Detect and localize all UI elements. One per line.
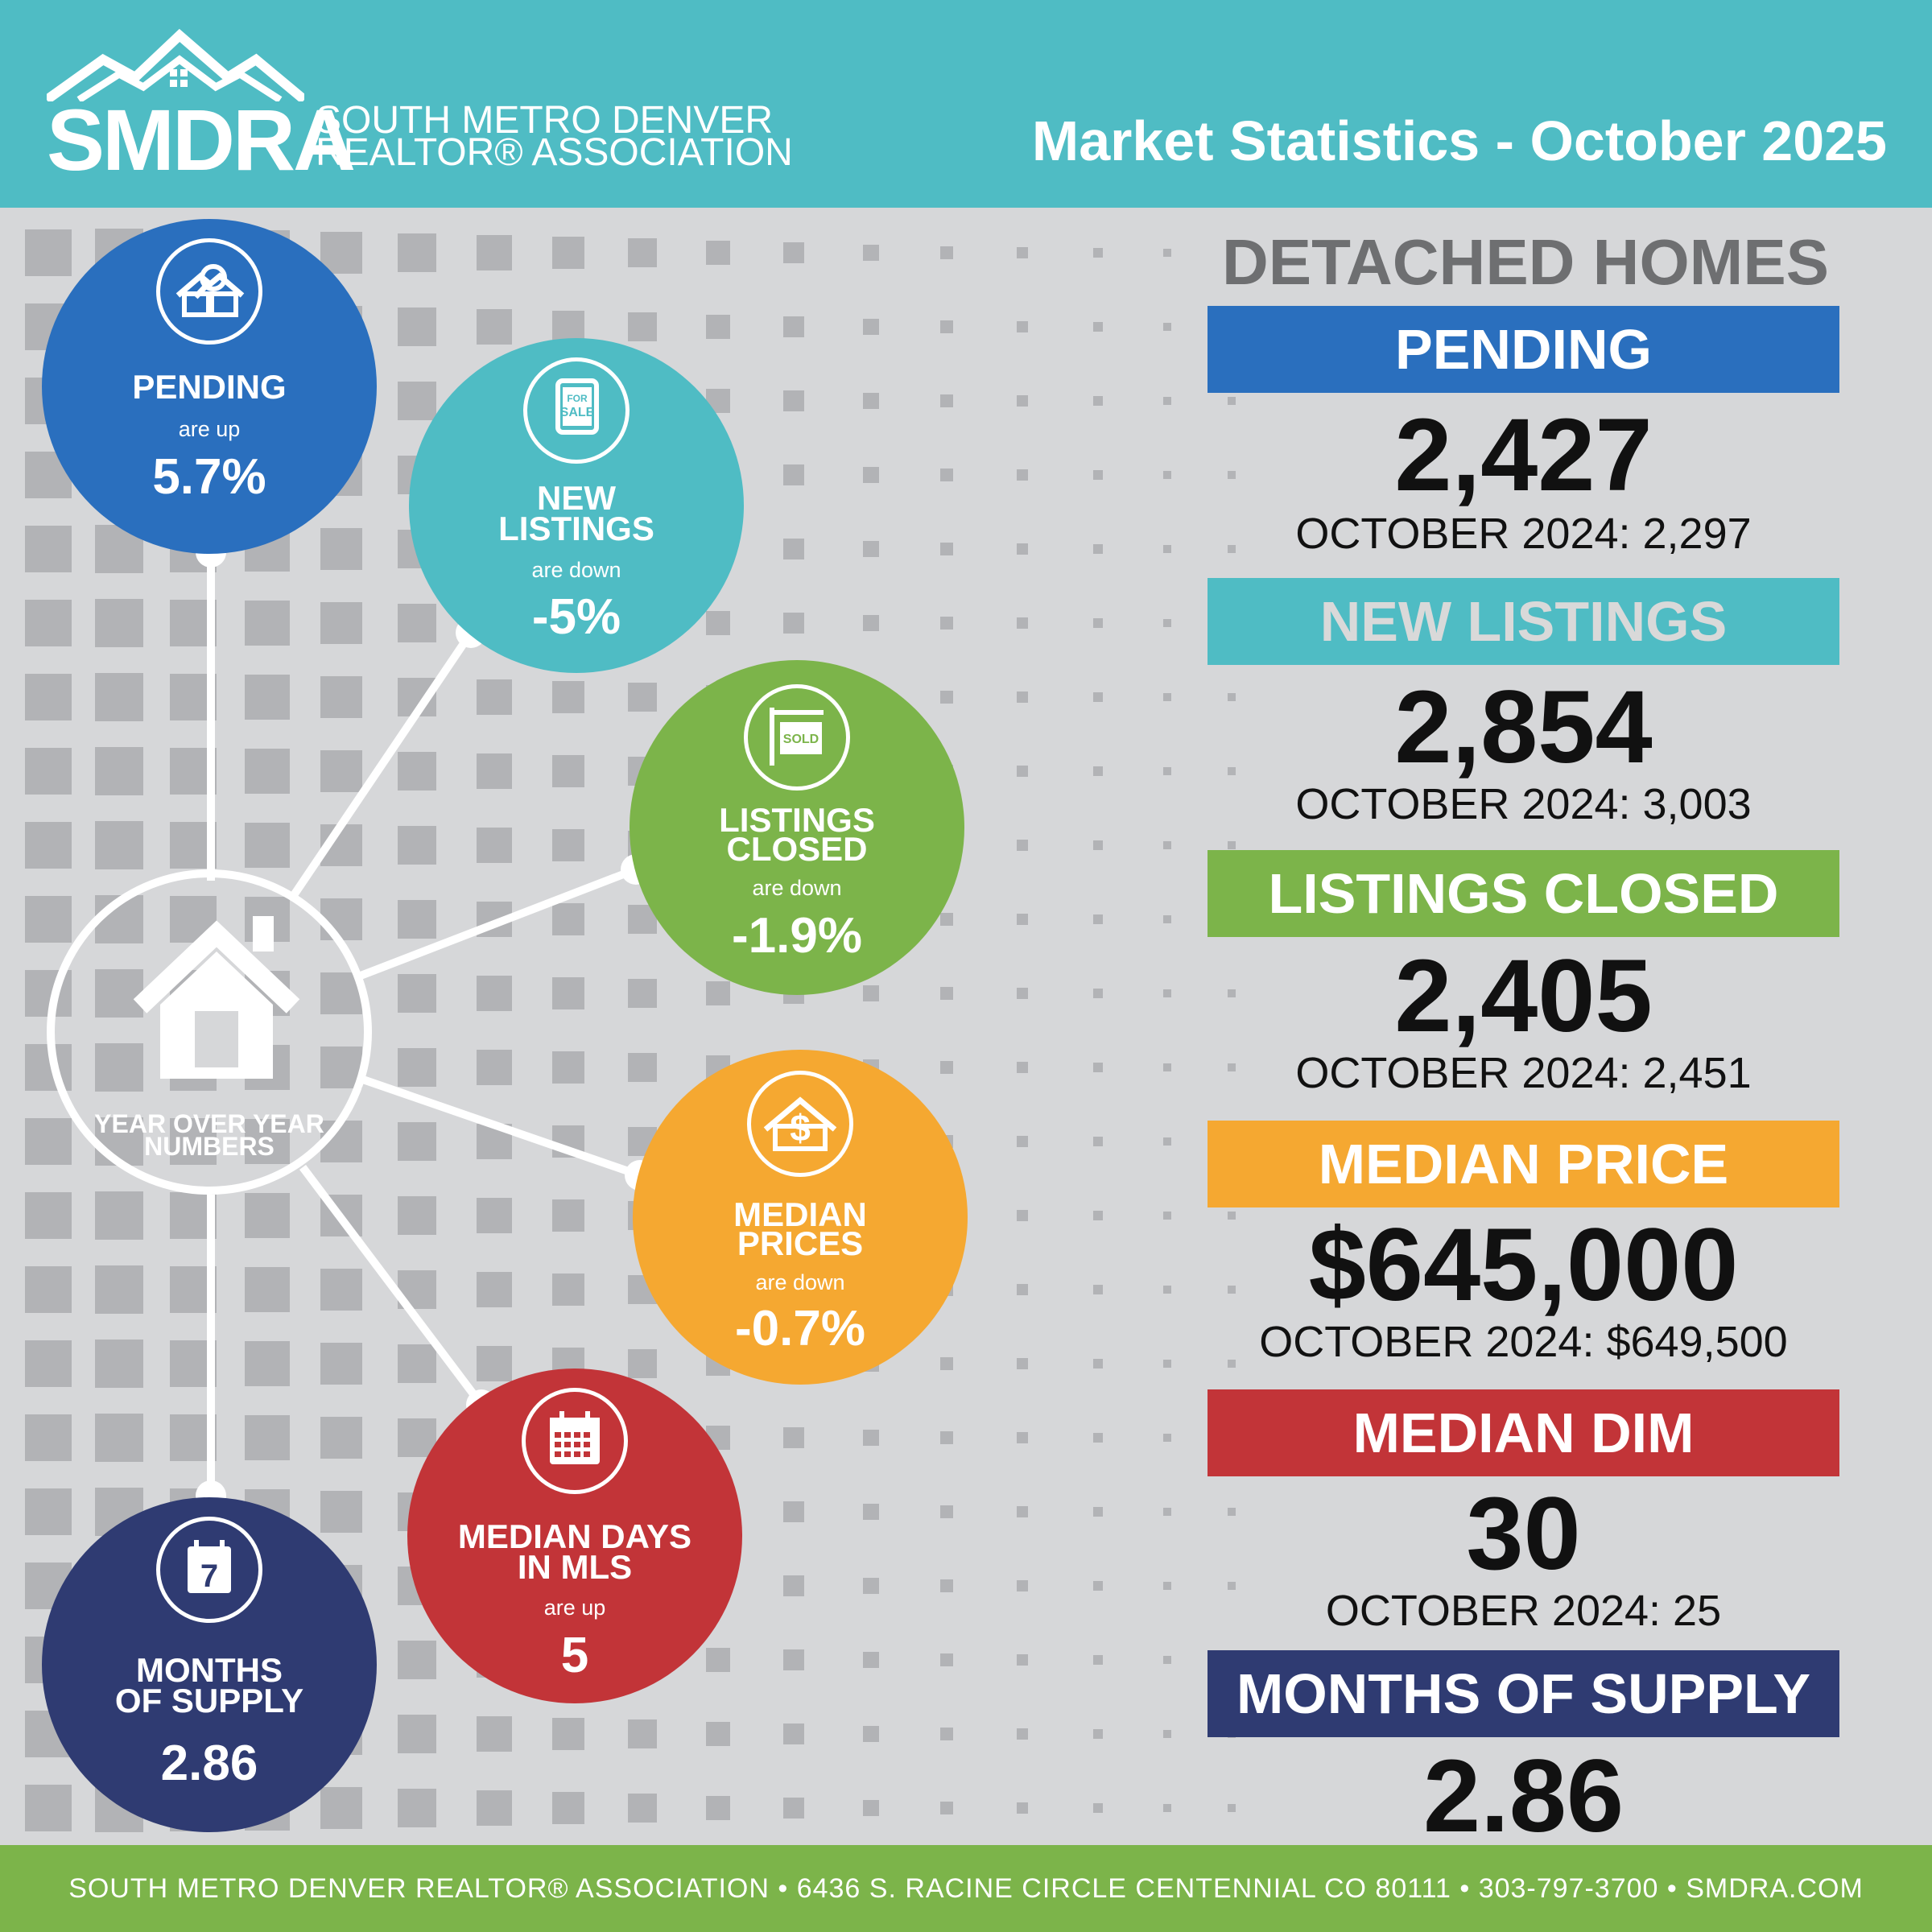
svg-text:$: $ (790, 1107, 811, 1149)
stat-band-median-price: MEDIAN PRICE (1208, 1121, 1839, 1208)
stat-previous-pending: OCTOBER 2024: 2,297 (1295, 510, 1752, 558)
new-listings-circle: FOR SALE NEW LISTINGS are down -5% (409, 338, 744, 673)
stat-band-listings-closed: LISTINGS CLOSED (1208, 850, 1839, 937)
svg-text:7: 7 (200, 1558, 218, 1594)
stat-value-new-listings: 2,854 (1394, 670, 1653, 785)
median-prices-label-1: MEDIAN (733, 1195, 867, 1233)
for-sale-sign-icon: FOR SALE (523, 357, 630, 464)
median-days-circle: MEDIAN DAYS IN MLS are up 5 (407, 1368, 742, 1703)
median-prices-value: -0.7% (735, 1301, 865, 1356)
sold-sign-icon: SOLD (744, 684, 850, 791)
months-supply-circle: 7 MONTHS OF SUPPLY 2.86 (42, 1497, 377, 1832)
stat-value-median-dim: 30 (1466, 1476, 1581, 1591)
detached-homes-heading: DETACHED HOMES (1221, 226, 1830, 298)
months-supply-label-2: OF SUPPLY (114, 1682, 304, 1719)
calendar-7-icon: 7 (156, 1517, 262, 1623)
listings-closed-label-1: LISTINGS (719, 801, 875, 839)
median-days-label-1: MEDIAN DAYS (457, 1517, 692, 1555)
stat-value-listings-closed: 2,405 (1394, 939, 1653, 1054)
median-days-label-2: IN MLS (517, 1548, 633, 1586)
median-prices-label-2: PRICES (737, 1224, 864, 1262)
hub-label-line-2: NUMBERS (144, 1132, 275, 1161)
svg-text:FOR: FOR (567, 393, 588, 404)
logo-line-1: SOUTH METRO DENVER (316, 99, 774, 142)
listings-closed-direction: are down (752, 876, 842, 900)
logo-line-2: REALTOR® ASSOCIATION (316, 131, 793, 174)
stat-band-months-supply: MONTHS OF SUPPLY (1208, 1650, 1839, 1737)
listings-closed-circle: SOLD LISTINGS CLOSED are down -1.9% (630, 660, 964, 995)
pending-label: PENDING (132, 368, 287, 406)
median-prices-circle: $ MEDIAN PRICES are down -0.7% (633, 1050, 968, 1385)
median-days-value: 5 (560, 1628, 589, 1683)
new-listings-label-1: NEW (537, 479, 616, 517)
svg-text:SOLD: SOLD (783, 733, 819, 746)
header-bar (0, 0, 1932, 208)
house-icon (133, 916, 300, 1079)
stat-band-median-dim: MEDIAN DIM (1208, 1389, 1839, 1476)
logo-letters: SMDRA (47, 91, 356, 188)
stat-previous-listings-closed: OCTOBER 2024: 2,451 (1295, 1049, 1752, 1097)
calendar-icon (522, 1388, 628, 1494)
median-prices-direction: are down (755, 1270, 845, 1294)
hub-label-line-1: YEAR OVER YEAR (94, 1109, 324, 1138)
house-dollar-icon: $ (747, 1071, 853, 1177)
svg-text:SALE: SALE (560, 406, 595, 419)
hub-circle: YEAR OVER YEAR NUMBERS (47, 869, 372, 1195)
stat-value-months-supply: 2.86 (1422, 1739, 1624, 1854)
new-listings-label-2: LISTINGS (498, 510, 654, 547)
footer-text: SOUTH METRO DENVER REALTOR® ASSOCIATION … (68, 1872, 1864, 1904)
stat-previous-median-dim: OCTOBER 2024: 25 (1325, 1587, 1722, 1635)
new-listings-direction: are down (531, 558, 621, 582)
footer-bar: SOUTH METRO DENVER REALTOR® ASSOCIATION … (0, 1845, 1932, 1932)
new-listings-value: -5% (531, 589, 621, 645)
median-days-direction: are up (543, 1596, 606, 1620)
listings-closed-value: -1.9% (732, 908, 862, 964)
stat-value-pending: 2,427 (1394, 398, 1653, 513)
months-supply-value: 2.86 (160, 1736, 258, 1791)
pending-direction: are up (178, 417, 241, 441)
pending-circle: PENDING are up 5.7% (42, 219, 377, 554)
pending-value: 5.7% (152, 449, 266, 505)
page-title: Market Statistics - October 2025 (1031, 109, 1887, 172)
stat-value-median-price: $645,000 (1308, 1208, 1739, 1323)
months-supply-label-1: MONTHS (136, 1651, 283, 1689)
stat-band-pending: PENDING (1208, 306, 1839, 393)
stat-previous-new-listings: OCTOBER 2024: 3,003 (1295, 780, 1752, 828)
stat-band-new-listings: NEW LISTINGS (1208, 578, 1839, 665)
stat-previous-median-price: OCTOBER 2024: $649,500 (1259, 1318, 1788, 1366)
connector-lines (207, 552, 642, 1496)
mountain-logo-icon (47, 28, 304, 101)
house-search-icon (156, 238, 262, 345)
listings-closed-label-2: CLOSED (726, 830, 868, 868)
